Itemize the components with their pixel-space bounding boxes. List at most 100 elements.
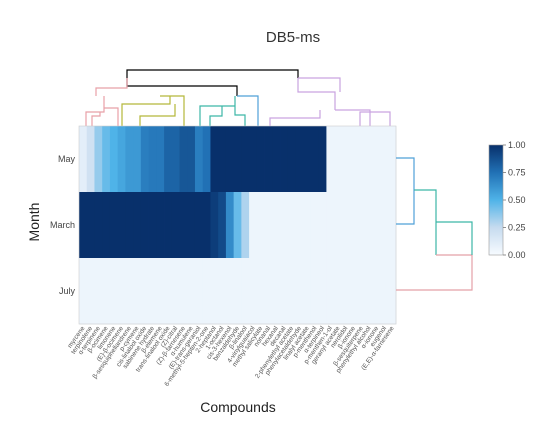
column-tick-labels: myrceneterpinoleneα-terpineneβ-ocimeneli… — [67, 325, 396, 388]
heatmap-cell — [365, 192, 374, 259]
heatmap-cell — [125, 192, 134, 259]
heatmap-cell — [287, 192, 296, 259]
heatmap-cell — [86, 258, 95, 325]
heatmap-cell — [164, 192, 173, 259]
heatmap-cell — [117, 126, 126, 193]
dendrogram-branch-root — [126, 69, 299, 78]
heatmap-cell — [109, 126, 119, 193]
chart-title: DB5-ms — [266, 29, 320, 46]
heatmap-cell — [102, 192, 111, 259]
colorbar: 1.00 0.75 0.50 0.25 0.00 — [488, 140, 526, 260]
heatmap-cell — [334, 258, 343, 325]
heatmap-cell — [179, 192, 188, 259]
heatmap-cell — [218, 192, 227, 259]
heatmap-cell — [202, 192, 211, 259]
heatmap-cell — [148, 126, 157, 193]
heatmap-cell — [109, 192, 119, 259]
heatmap-cell — [357, 126, 366, 193]
heatmap-cell — [280, 192, 289, 259]
heatmap-cell — [372, 258, 381, 325]
heatmap-cell — [133, 258, 142, 325]
dendrogram-branch-left — [126, 78, 238, 96]
heatmap-cell — [218, 258, 227, 325]
heatmap-cell — [187, 126, 196, 193]
heatmap-cell — [295, 192, 304, 259]
row-branch-may-march — [396, 157, 415, 225]
heatmap-cell — [210, 258, 219, 325]
colorbar-tick-label: 1.00 — [508, 140, 526, 150]
dendrogram-branch-pink-sub — [85, 96, 119, 126]
row-branch-july — [396, 254, 473, 291]
heatmap-cells — [78, 125, 397, 325]
row-tick-label: March — [50, 220, 75, 230]
row-tick-labels: May March July — [50, 154, 76, 296]
heatmap-cell — [171, 258, 180, 325]
heatmap-cell — [295, 258, 304, 325]
heatmap-cell — [133, 192, 142, 259]
heatmap-cell — [249, 258, 258, 325]
heatmap-cell — [202, 258, 211, 325]
heatmap-cell — [249, 126, 258, 193]
heatmap-cell — [318, 126, 327, 193]
heatmap-cell — [272, 258, 281, 325]
heatmap-cell — [256, 258, 265, 325]
heatmap-cell — [280, 258, 289, 325]
heatmap-cell — [94, 192, 103, 259]
heatmap-cell — [287, 258, 296, 325]
heatmap-cell — [194, 126, 204, 193]
heatmap-cell — [102, 258, 111, 325]
heatmap-cell — [109, 258, 119, 325]
heatmap-cell — [194, 258, 204, 325]
heatmap-cell — [156, 126, 165, 193]
colorbar-tick-labels: 1.00 0.75 0.50 0.25 0.00 — [503, 140, 526, 260]
heatmap-cell — [233, 258, 242, 325]
heatmap-frame — [78, 125, 397, 325]
column-dendrogram — [85, 69, 391, 126]
heatmap-cell — [86, 192, 95, 259]
row-branch-joint — [414, 189, 437, 255]
heatmap-cell — [341, 258, 351, 325]
heatmap-cell — [341, 126, 351, 193]
heatmap-cell — [380, 258, 389, 325]
heatmap-cell — [365, 126, 374, 193]
heatmap-cell — [388, 126, 397, 193]
heatmap-cell — [210, 192, 219, 259]
heatmap-cell — [102, 126, 111, 193]
heatmap-cell — [295, 126, 304, 193]
heatmap-cell — [233, 126, 242, 193]
heatmap-cell — [218, 126, 227, 193]
heatmap-cell — [241, 192, 250, 259]
heatmap-cell — [117, 258, 126, 325]
dendrogram-branch-purple — [269, 78, 391, 126]
heatmap-cell — [164, 258, 173, 325]
heatmap-cell — [171, 126, 180, 193]
heatmap-cell — [303, 192, 312, 259]
heatmap-cell — [272, 192, 281, 259]
heatmap-cell — [179, 258, 188, 325]
row-tick-label: May — [58, 154, 76, 164]
heatmap-cell — [380, 192, 389, 259]
heatmap-cell — [241, 126, 250, 193]
heatmap-cell — [140, 258, 149, 325]
y-axis-title: Month — [26, 203, 42, 242]
heatmap-cell — [249, 192, 258, 259]
colorbar-ramp — [488, 144, 504, 256]
heatmap-cell — [310, 258, 320, 325]
heatmap-cell — [372, 126, 381, 193]
heatmap-cell — [148, 192, 157, 259]
heatmap-cell — [318, 192, 327, 259]
heatmap-cell — [310, 192, 320, 259]
heatmap-cell — [349, 126, 358, 193]
heatmap-cell — [334, 192, 343, 259]
heatmap-cell — [388, 258, 397, 325]
dendrogram-branch-blue — [237, 95, 259, 126]
heatmap-cell — [94, 258, 103, 325]
colorbar-tick-label: 0.00 — [508, 250, 526, 260]
heatmap-cell — [225, 258, 235, 325]
heatmap-cell — [125, 258, 134, 325]
heatmap-cell — [357, 258, 366, 325]
x-axis-title: Compounds — [200, 399, 276, 415]
heatmap-cell — [187, 258, 196, 325]
row-tick-label: July — [59, 286, 76, 296]
